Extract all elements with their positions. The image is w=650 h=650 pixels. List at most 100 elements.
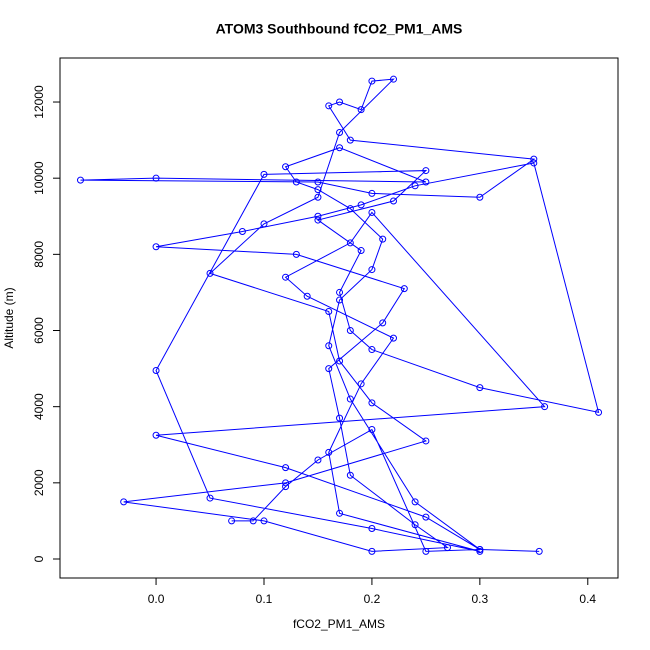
data-point — [422, 547, 430, 555]
data-point — [368, 189, 376, 197]
data-point — [530, 159, 538, 167]
data-point — [249, 517, 257, 525]
data-point — [422, 167, 430, 175]
data-point — [325, 102, 333, 110]
y-tick-label: 4000 — [32, 393, 46, 420]
data-point — [292, 178, 300, 186]
y-axis-label: Altitude (m) — [2, 287, 16, 348]
data-point — [282, 273, 290, 281]
data-point — [357, 106, 365, 114]
data-point — [411, 182, 419, 190]
data-point — [238, 227, 246, 235]
data-point — [390, 75, 398, 83]
data-point — [390, 334, 398, 342]
data-point — [443, 544, 451, 552]
data-point — [325, 448, 333, 456]
data-point — [314, 212, 322, 220]
data-point — [336, 357, 344, 365]
data-point — [422, 178, 430, 186]
data-point — [379, 319, 387, 327]
data-point — [476, 193, 484, 201]
data-point — [346, 471, 354, 479]
data-point — [314, 216, 322, 224]
data-point — [411, 521, 419, 529]
data-point — [368, 77, 376, 85]
data-point — [260, 170, 268, 178]
data-point — [476, 545, 484, 553]
data-point — [260, 220, 268, 228]
data-point — [77, 176, 85, 184]
data-point — [368, 426, 376, 434]
data-point — [336, 144, 344, 152]
x-axis-label: fCO2_PM1_AMS — [293, 617, 385, 631]
data-point — [152, 174, 160, 182]
data-point — [368, 547, 376, 555]
data-point — [595, 408, 603, 416]
data-point — [357, 380, 365, 388]
data-point — [535, 547, 543, 555]
x-tick-label: 0.1 — [256, 592, 273, 606]
data-point — [476, 384, 484, 392]
data-point — [152, 366, 160, 374]
data-point — [325, 307, 333, 315]
data-point — [282, 163, 290, 171]
y-tick-label: 12000 — [32, 85, 46, 119]
data-point — [346, 395, 354, 403]
data-point — [368, 525, 376, 533]
data-point — [390, 197, 398, 205]
data-point — [152, 243, 160, 251]
data-point — [530, 155, 538, 163]
data-point — [541, 403, 549, 411]
data-point — [336, 414, 344, 422]
chart-title: ATOM3 Southbound fCO2_PM1_AMS — [216, 21, 463, 37]
data-point — [336, 296, 344, 304]
y-tick-label: 6000 — [32, 317, 46, 344]
data-point — [368, 266, 376, 274]
data-point — [368, 399, 376, 407]
data-point — [282, 479, 290, 487]
x-tick-label: 0.2 — [364, 592, 381, 606]
data-point — [336, 128, 344, 136]
data-point — [314, 456, 322, 464]
data-point — [422, 513, 430, 521]
data-point — [368, 208, 376, 216]
data-point — [476, 547, 484, 555]
data-point — [336, 288, 344, 296]
data-point — [228, 517, 236, 525]
plot-frame — [59, 57, 619, 579]
data-point — [282, 483, 290, 491]
data-point — [292, 250, 300, 258]
x-tick-label: 0.0 — [148, 592, 165, 606]
data-point — [303, 292, 311, 300]
x-tick-label: 0.4 — [579, 592, 596, 606]
y-tick-label: 10000 — [32, 161, 46, 195]
data-point — [346, 205, 354, 213]
data-point — [314, 178, 322, 186]
data-point — [422, 437, 430, 445]
data-point — [314, 186, 322, 194]
y-tick-label: 0 — [32, 555, 46, 562]
data-point — [357, 247, 365, 255]
data-point — [346, 327, 354, 335]
data-point — [206, 269, 214, 277]
data-point — [282, 464, 290, 472]
data-point — [260, 517, 268, 525]
y-tick-label: 2000 — [32, 469, 46, 496]
data-point — [325, 365, 333, 373]
data-point — [379, 235, 387, 243]
data-point — [336, 509, 344, 517]
data-point — [120, 498, 128, 506]
data-point — [346, 136, 354, 144]
data-point — [325, 342, 333, 350]
data-point — [411, 498, 419, 506]
data-point — [336, 98, 344, 106]
data-point — [400, 285, 408, 293]
data-point — [206, 494, 214, 502]
data-line — [80, 78, 600, 552]
data-point — [368, 346, 376, 354]
data-point — [357, 201, 365, 209]
y-tick-label: 8000 — [32, 241, 46, 268]
data-point — [152, 431, 160, 439]
x-tick-label: 0.3 — [472, 592, 489, 606]
